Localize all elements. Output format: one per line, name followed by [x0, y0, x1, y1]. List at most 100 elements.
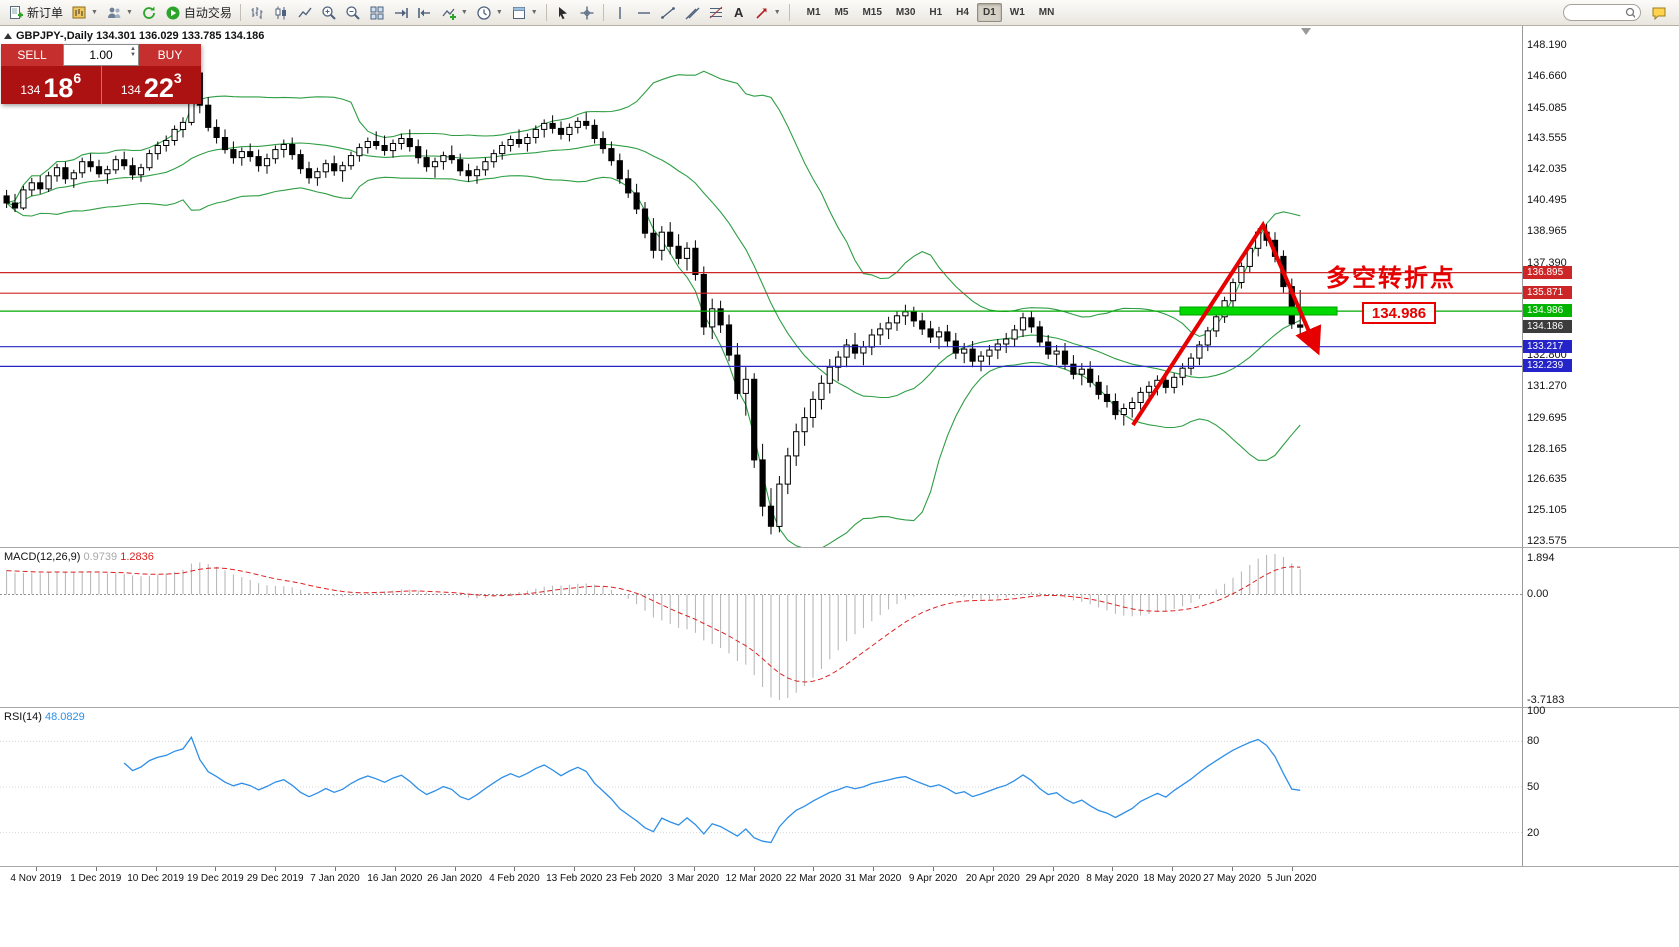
time-axis-label: 29 Dec 2019	[246, 873, 304, 884]
chart-shift-marker[interactable]	[1301, 28, 1311, 35]
timeframe-button-d1[interactable]: D1	[976, 3, 1002, 22]
search-input[interactable]	[1569, 7, 1621, 18]
time-axis-label: 5 Jun 2020	[1267, 873, 1317, 884]
time-axis-label: 18 May 2020	[1143, 873, 1202, 884]
refresh-icon	[143, 6, 155, 19]
time-axis-label: 26 Jan 2020	[427, 873, 483, 884]
arrows-icon	[756, 8, 767, 19]
templates-button[interactable]: ▼	[507, 2, 542, 24]
time-axis-label: 20 Apr 2020	[965, 873, 1020, 884]
price-level-label[interactable]: 134.986	[1362, 302, 1436, 324]
chat-button[interactable]	[1647, 2, 1671, 24]
bar-chart-icon	[251, 6, 263, 19]
profiles-button[interactable]: ▼	[102, 2, 137, 24]
rsi-panel[interactable]	[0, 708, 1522, 866]
time-axis-label: 27 May 2020	[1203, 873, 1261, 884]
new-order-label: 新订单	[27, 6, 64, 20]
channel-button[interactable]	[680, 2, 704, 24]
arrows-button[interactable]: ▼	[750, 2, 785, 24]
sell-price[interactable]: 134 18 6	[1, 66, 101, 104]
support-highlight-segment[interactable]	[1179, 306, 1338, 316]
lot-size-input[interactable]: 1.00 ▲ ▼	[63, 44, 139, 66]
one-click-trading-panel: SELL 1.00 ▲ ▼ BUY 134 18 6 134 22 3	[1, 44, 201, 104]
cursor-button[interactable]	[551, 2, 575, 24]
bar-chart-button[interactable]	[245, 2, 269, 24]
tile-windows-button[interactable]	[365, 2, 389, 24]
timeframe-button-m15[interactable]: M15	[862, 7, 882, 18]
new-chart-button[interactable]: ▼	[67, 2, 102, 24]
price-axis-label: 129.695	[1527, 411, 1567, 424]
timeframe-toolbar: M1 M5 M15 M30 H1 H4 D1 W1 MN	[800, 3, 1062, 22]
timeframe-button-m30[interactable]: M30	[895, 7, 916, 18]
timeframe-button-m5[interactable]: M5	[834, 7, 849, 18]
crosshair-button[interactable]	[575, 2, 599, 24]
zoom-in-icon	[322, 5, 336, 20]
indicators-caret: ▼	[460, 9, 468, 16]
rsi-scale-label: 20	[1527, 826, 1540, 839]
new-order-button[interactable]: 新订单	[4, 2, 67, 24]
macd-main-value: 0.9739	[83, 551, 118, 563]
auto-scroll-button[interactable]	[389, 2, 413, 24]
price-chart-plot[interactable]	[0, 26, 1522, 547]
buy-price[interactable]: 134 22 3	[100, 66, 201, 104]
time-axis-label: 22 Mar 2020	[785, 873, 842, 884]
price-axis-badge: 134.986	[1523, 304, 1572, 318]
price-axis-badge: 134.186	[1523, 320, 1572, 334]
rsi-scale-label: 100	[1527, 705, 1546, 717]
timeframe-button-h1[interactable]: H1	[929, 7, 943, 18]
templates-caret: ▼	[530, 9, 538, 16]
chart-shift-button[interactable]	[413, 2, 437, 24]
time-axis-tick	[155, 867, 157, 871]
timeframe-button-m1[interactable]: M1	[806, 7, 821, 18]
price-axis-badge: 135.871	[1523, 286, 1572, 300]
timeframe-button-mn[interactable]: MN	[1038, 7, 1055, 18]
turning-point-annotation[interactable]: 多空转折点	[1326, 265, 1456, 292]
lot-spinner[interactable]: ▲ ▼	[130, 46, 136, 58]
arrows-caret: ▼	[773, 9, 781, 16]
timeframe-button-h4[interactable]: H4	[956, 7, 969, 18]
zoom-out-button[interactable]	[341, 2, 365, 24]
buy-button[interactable]: BUY	[139, 44, 201, 66]
price-axis-label: 142.035	[1527, 163, 1567, 176]
macd-panel[interactable]	[0, 548, 1522, 707]
candlestick-chart-button[interactable]	[269, 2, 293, 24]
buy-price-big: 22	[143, 73, 174, 103]
macd-scale-label: 1.894	[1527, 552, 1555, 564]
line-chart-button[interactable]	[293, 2, 317, 24]
time-axis-tick	[36, 867, 37, 871]
channel-icon	[685, 7, 700, 19]
profiles-caret: ▼	[125, 9, 133, 16]
search-box[interactable]	[1563, 4, 1641, 21]
sell-price-prefix: 134	[20, 83, 41, 97]
vertical-line-button[interactable]	[608, 2, 632, 24]
text-button[interactable]: A	[734, 5, 744, 20]
rsi-line	[123, 735, 1301, 844]
refresh-button[interactable]	[137, 2, 161, 24]
panel-separator[interactable]	[0, 707, 1679, 708]
periods-button[interactable]: ▼	[472, 2, 507, 24]
macd-signal-value: 1.2836	[120, 551, 154, 563]
panel-separator[interactable]	[0, 547, 1679, 548]
zoom-in-button[interactable]	[317, 2, 341, 24]
time-axis[interactable]: 4 Nov 2019 1 Dec 2019 10 Dec 2019 19 Dec 20…	[0, 867, 1679, 891]
time-axis-tick	[873, 867, 875, 871]
time-axis-label: 31 Mar 2020	[845, 873, 902, 884]
candles-layer	[3, 49, 1304, 535]
price-axis-badge: 132.239	[1523, 359, 1572, 373]
horizontal-line-button[interactable]	[632, 2, 656, 24]
fibonacci-button[interactable]	[704, 2, 728, 24]
buy-price-sup: 3	[173, 70, 182, 86]
timeframe-button-w1[interactable]: W1	[1009, 7, 1025, 18]
templates-icon	[512, 6, 525, 19]
autotrading-button[interactable]: 自动交易	[161, 2, 236, 24]
indicators-button[interactable]: ▼	[437, 2, 472, 24]
trend-arrow[interactable]	[1131, 220, 1322, 427]
fibonacci-icon	[709, 6, 723, 18]
trade-panel-toggle[interactable]	[4, 33, 12, 39]
time-axis-tick	[693, 867, 695, 871]
sell-button[interactable]: SELL	[1, 44, 63, 66]
macd-label: MACD(12,26,9) 0.9739 1.2836	[4, 551, 154, 563]
time-axis-label: 7 Jan 2020	[310, 873, 360, 884]
trendline-button[interactable]	[656, 2, 680, 24]
time-axis-label: 23 Feb 2020	[605, 873, 663, 884]
